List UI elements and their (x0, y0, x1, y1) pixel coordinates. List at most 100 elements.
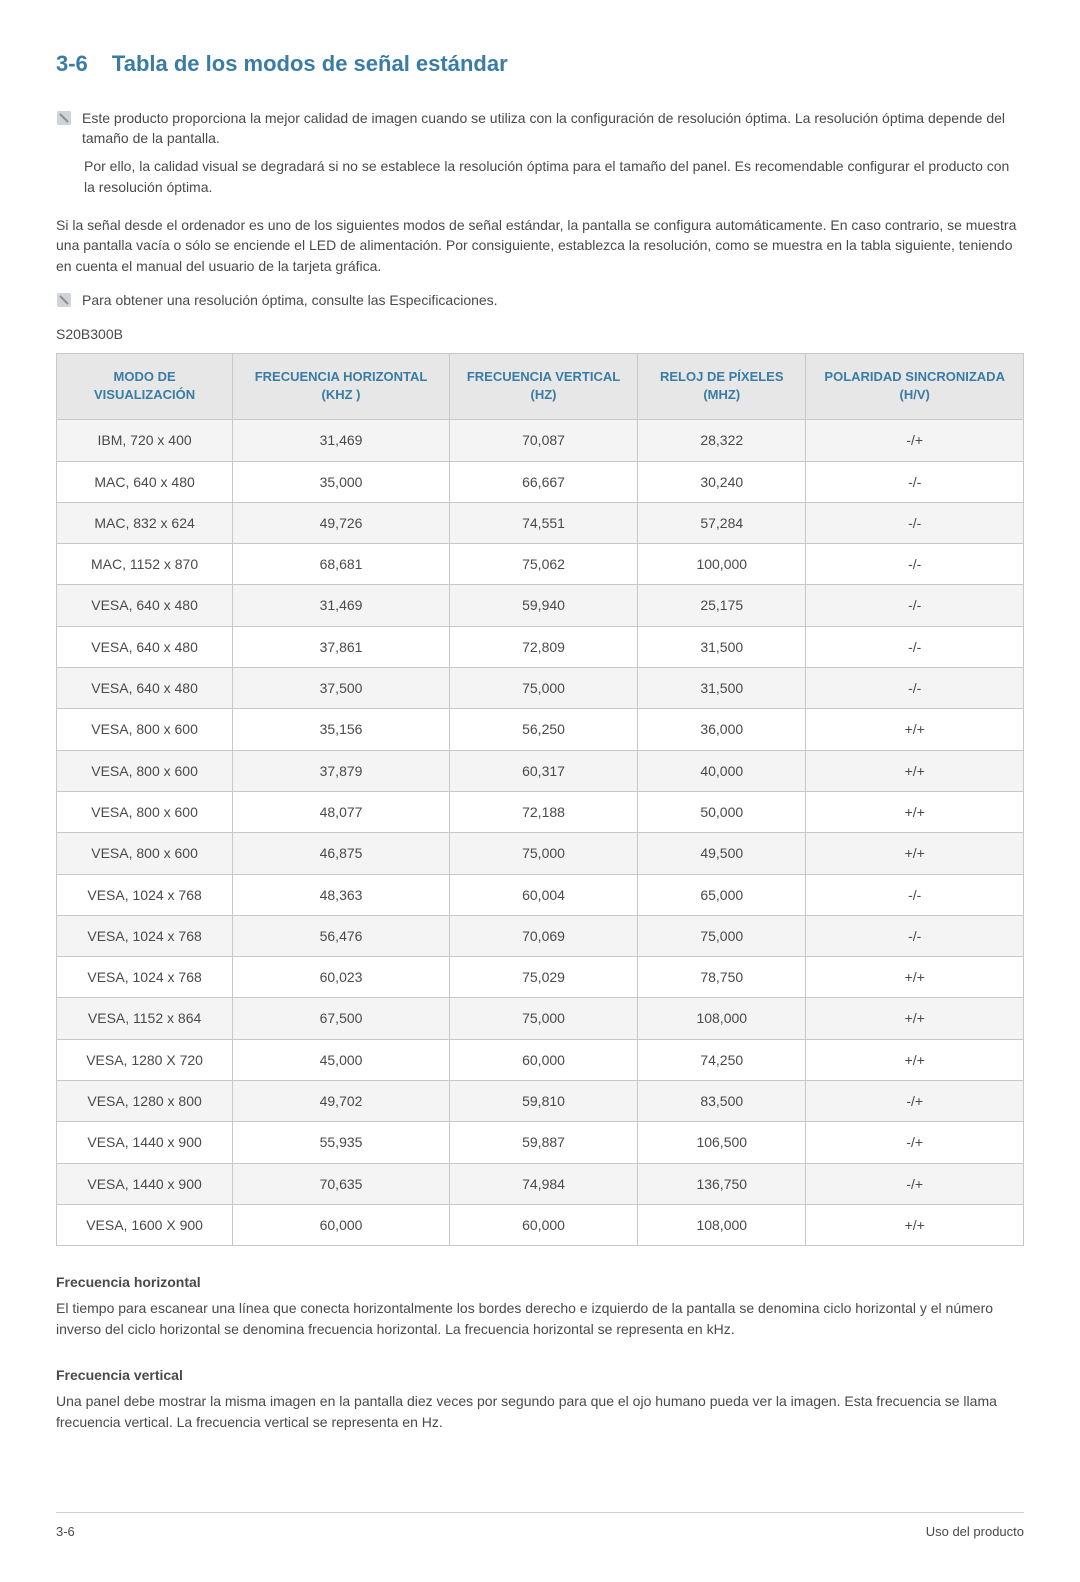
table-cell: 60,000 (449, 1039, 637, 1080)
table-cell: +/+ (806, 709, 1024, 750)
table-cell: MAC, 640 x 480 (57, 461, 233, 502)
table-cell: 83,500 (638, 1081, 806, 1122)
note-item-2: Para obtener una resolución óptima, cons… (56, 290, 1024, 310)
table-row: MAC, 1152 x 87068,68175,062100,000-/- (57, 544, 1024, 585)
note-icon (56, 110, 72, 126)
def-v-body: Una panel debe mostrar la misma imagen e… (56, 1391, 1024, 1432)
table-cell: 36,000 (638, 709, 806, 750)
table-cell: 75,000 (449, 998, 637, 1039)
table-cell: VESA, 800 x 600 (57, 709, 233, 750)
note-text-1: Este producto proporciona la mejor calid… (82, 108, 1024, 149)
section-heading: 3-6 Tabla de los modos de señal estándar (56, 48, 1024, 80)
table-row: VESA, 800 x 60048,07772,18850,000+/+ (57, 791, 1024, 832)
table-row: VESA, 1024 x 76848,36360,00465,000-/- (57, 874, 1024, 915)
table-cell: 31,469 (233, 585, 450, 626)
table-cell: 31,500 (638, 668, 806, 709)
table-cell: VESA, 800 x 600 (57, 833, 233, 874)
table-cell: 31,500 (638, 626, 806, 667)
table-cell: 46,875 (233, 833, 450, 874)
table-cell: 106,500 (638, 1122, 806, 1163)
table-cell: 50,000 (638, 791, 806, 832)
table-row: VESA, 800 x 60046,87575,00049,500+/+ (57, 833, 1024, 874)
table-cell: 70,069 (449, 915, 637, 956)
table-cell: 45,000 (233, 1039, 450, 1080)
table-cell: VESA, 800 x 600 (57, 791, 233, 832)
def-v-title: Frecuencia vertical (56, 1365, 1024, 1385)
note-subtext-1: Por ello, la calidad visual se degradará… (84, 156, 1024, 197)
table-cell: 66,667 (449, 461, 637, 502)
table-cell: +/+ (806, 998, 1024, 1039)
table-cell: -/- (806, 585, 1024, 626)
table-cell: 75,000 (449, 668, 637, 709)
table-cell: +/+ (806, 957, 1024, 998)
table-cell: 57,284 (638, 502, 806, 543)
table-cell: 31,469 (233, 420, 450, 461)
table-cell: MAC, 1152 x 870 (57, 544, 233, 585)
table-cell: +/+ (806, 750, 1024, 791)
table-cell: 56,250 (449, 709, 637, 750)
table-cell: 59,887 (449, 1122, 637, 1163)
table-cell: 100,000 (638, 544, 806, 585)
table-cell: 75,000 (638, 915, 806, 956)
table-cell: -/- (806, 461, 1024, 502)
table-cell: +/+ (806, 791, 1024, 832)
table-cell: -/- (806, 626, 1024, 667)
table-cell: 48,077 (233, 791, 450, 832)
table-cell: -/- (806, 502, 1024, 543)
table-cell: 70,635 (233, 1163, 450, 1204)
table-row: VESA, 800 x 60035,15656,25036,000+/+ (57, 709, 1024, 750)
table-cell: 60,023 (233, 957, 450, 998)
table-cell: VESA, 1280 X 720 (57, 1039, 233, 1080)
footer-left: 3-6 (56, 1523, 75, 1542)
table-cell: 55,935 (233, 1122, 450, 1163)
table-cell: -/+ (806, 1122, 1024, 1163)
table-cell: VESA, 800 x 600 (57, 750, 233, 791)
table-cell: VESA, 1024 x 768 (57, 915, 233, 956)
table-cell: 75,029 (449, 957, 637, 998)
def-h-title: Frecuencia horizontal (56, 1272, 1024, 1292)
model-code: S20B300B (56, 324, 1024, 344)
section-number: 3-6 (56, 51, 88, 76)
table-cell: VESA, 1280 x 800 (57, 1081, 233, 1122)
table-cell: 40,000 (638, 750, 806, 791)
table-row: VESA, 1600 X 90060,00060,000108,000+/+ (57, 1204, 1024, 1245)
table-cell: 60,000 (449, 1204, 637, 1245)
table-row: VESA, 640 x 48031,46959,94025,175-/- (57, 585, 1024, 626)
table-row: MAC, 640 x 48035,00066,66730,240-/- (57, 461, 1024, 502)
col-pixclock: RELOJ DE PÍXELES (MHZ) (638, 353, 806, 420)
table-row: MAC, 832 x 62449,72674,55157,284-/- (57, 502, 1024, 543)
table-row: VESA, 640 x 48037,86172,80931,500-/- (57, 626, 1024, 667)
table-cell: VESA, 1600 X 900 (57, 1204, 233, 1245)
table-cell: 70,087 (449, 420, 637, 461)
table-cell: VESA, 1024 x 768 (57, 874, 233, 915)
table-cell: 59,940 (449, 585, 637, 626)
table-cell: 60,317 (449, 750, 637, 791)
table-cell: 72,188 (449, 791, 637, 832)
section-title-text: Tabla de los modos de señal estándar (112, 51, 508, 76)
table-cell: 60,004 (449, 874, 637, 915)
table-row: VESA, 1440 x 90070,63574,984136,750-/+ (57, 1163, 1024, 1204)
table-cell: VESA, 1024 x 768 (57, 957, 233, 998)
table-cell: +/+ (806, 1204, 1024, 1245)
table-cell: 108,000 (638, 1204, 806, 1245)
table-cell: MAC, 832 x 624 (57, 502, 233, 543)
table-cell: 49,500 (638, 833, 806, 874)
table-cell: VESA, 1152 x 864 (57, 998, 233, 1039)
table-cell: +/+ (806, 833, 1024, 874)
table-row: VESA, 1152 x 86467,50075,000108,000+/+ (57, 998, 1024, 1039)
intro-paragraph: Si la señal desde el ordenador es uno de… (56, 215, 1024, 276)
table-cell: -/- (806, 668, 1024, 709)
table-cell: VESA, 1440 x 900 (57, 1163, 233, 1204)
table-cell: 136,750 (638, 1163, 806, 1204)
table-cell: 74,984 (449, 1163, 637, 1204)
footer-right: Uso del producto (926, 1523, 1024, 1542)
table-cell: 68,681 (233, 544, 450, 585)
table-cell: VESA, 1440 x 900 (57, 1122, 233, 1163)
table-cell: 72,809 (449, 626, 637, 667)
table-cell: -/- (806, 915, 1024, 956)
def-h-body: El tiempo para escanear una línea que co… (56, 1298, 1024, 1339)
table-cell: VESA, 640 x 480 (57, 585, 233, 626)
table-row: VESA, 1440 x 90055,93559,887106,500-/+ (57, 1122, 1024, 1163)
table-cell: -/- (806, 544, 1024, 585)
note-icon (56, 292, 72, 308)
